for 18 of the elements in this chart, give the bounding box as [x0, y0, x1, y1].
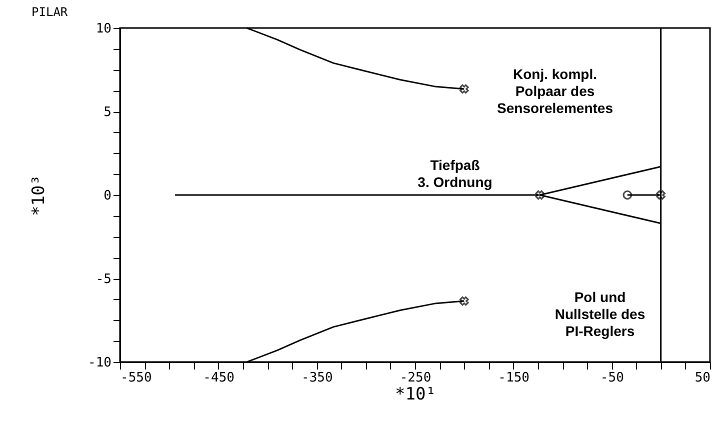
- y-tick-label: -5: [96, 272, 112, 287]
- x-axis-title: *10¹: [395, 384, 436, 404]
- annotation: Tiefpaß 3. Ordnung: [418, 157, 492, 190]
- y-axis-title: *10³: [29, 175, 50, 216]
- chart-title: PILAR: [32, 5, 68, 19]
- x-tick-label: -50: [600, 370, 624, 386]
- y-tick-label: 10: [96, 22, 112, 36]
- x-tick-label: -550: [120, 370, 152, 386]
- x-tick-label: -450: [203, 370, 234, 386]
- annotation: Pol und Nullstelle des PI-Reglers: [554, 289, 646, 339]
- x-tick-label: -350: [302, 370, 333, 386]
- annotation: Konj. kompl. Polpaar des Sensorelementes: [497, 66, 614, 116]
- x-tick-label: 50: [694, 370, 710, 386]
- x-tick-label: -250: [400, 370, 432, 386]
- y-tick-label: 0: [104, 188, 112, 204]
- y-tick-label: -10: [88, 356, 112, 370]
- x-tick-label: -150: [498, 370, 530, 386]
- y-tick-label: 5: [104, 105, 112, 120]
